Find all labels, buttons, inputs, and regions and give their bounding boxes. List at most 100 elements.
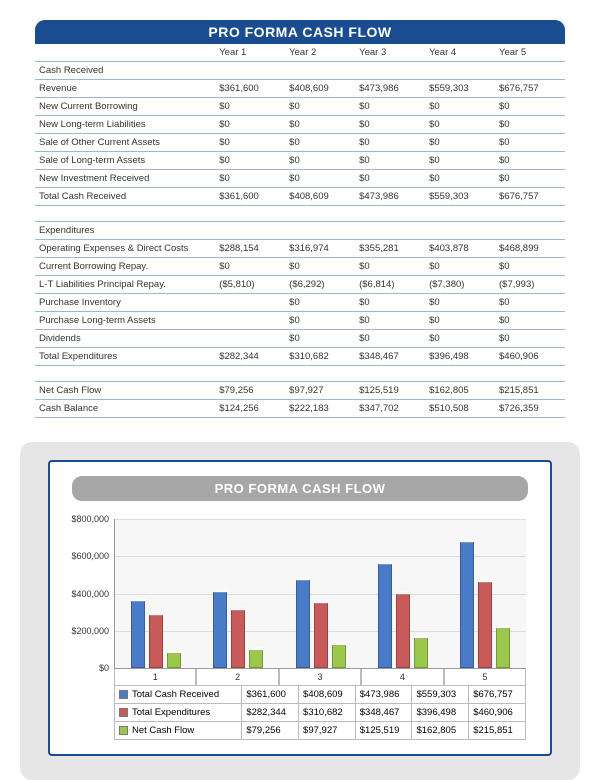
legend-value: $473,986 <box>355 686 412 704</box>
cell-value: ($7,993) <box>495 276 565 294</box>
x-tick-label: 2 <box>196 669 278 685</box>
cell-value: ($7,380) <box>425 276 495 294</box>
bar-group <box>205 519 279 668</box>
cashflow-table-container: PRO FORMA CASH FLOW Year 1 Year 2 Year 3… <box>35 20 565 418</box>
cell-value: $0 <box>495 170 565 188</box>
cell-value <box>215 294 285 312</box>
cell-value: $288,154 <box>215 240 285 258</box>
cell-value: $0 <box>285 170 355 188</box>
cell-value: $0 <box>215 116 285 134</box>
legend-series-name: Total Expenditures <box>115 704 242 722</box>
cell-value: $310,682 <box>285 348 355 366</box>
cell-value: $0 <box>285 152 355 170</box>
cell-value: $0 <box>495 152 565 170</box>
cell-value: $79,256 <box>215 382 285 400</box>
cell-value: $0 <box>285 294 355 312</box>
legend-row: Total Expenditures$282,344$310,682$348,4… <box>115 704 526 722</box>
cell-value: $0 <box>425 294 495 312</box>
x-tick-label: 1 <box>114 669 196 685</box>
legend-row: Total Cash Received$361,600$408,609$473,… <box>115 686 526 704</box>
legend-series-name: Total Cash Received <box>115 686 242 704</box>
table-row: Total Cash Received$361,600$408,609$473,… <box>35 188 565 206</box>
table-row: Total Expenditures$282,344$310,682$348,4… <box>35 348 565 366</box>
legend-swatch <box>119 726 128 735</box>
cell-value: $0 <box>355 170 425 188</box>
legend-series-name: Net Cash Flow <box>115 722 242 740</box>
table-row: New Long-term Liabilities$0$0$0$0$0 <box>35 116 565 134</box>
header-blank <box>35 44 215 62</box>
cell-value: ($5,810) <box>215 276 285 294</box>
cell-value: $0 <box>285 258 355 276</box>
bar-green <box>414 638 428 668</box>
row-label: Sale of Other Current Assets <box>35 134 215 152</box>
cell-value: $124,256 <box>215 400 285 418</box>
cell-value: $97,927 <box>285 382 355 400</box>
table-row: New Current Borrowing$0$0$0$0$0 <box>35 98 565 116</box>
cell-value: $348,467 <box>355 348 425 366</box>
row-label: Revenue <box>35 80 215 98</box>
cell-value: $0 <box>425 330 495 348</box>
cell-value: $125,519 <box>355 382 425 400</box>
cell-value: $0 <box>355 98 425 116</box>
bar-group <box>452 519 526 668</box>
chart-title: PRO FORMA CASH FLOW <box>72 476 528 501</box>
legend-value: $97,927 <box>299 722 356 740</box>
cell-value: $0 <box>495 116 565 134</box>
legend-value: $310,682 <box>299 704 356 722</box>
y-tick-label: $800,000 <box>71 514 109 524</box>
cell-value: $0 <box>425 134 495 152</box>
cell-value: $0 <box>495 330 565 348</box>
cell-value: $0 <box>495 312 565 330</box>
cell-value: $0 <box>425 170 495 188</box>
y-axis-labels: $0$200,000$400,000$600,000$800,000 <box>65 519 111 668</box>
cell-value: $468,899 <box>495 240 565 258</box>
cell-value: $0 <box>425 152 495 170</box>
cell-value: $0 <box>285 116 355 134</box>
bar-blue <box>460 542 474 668</box>
bar-green <box>249 650 263 668</box>
bar-green <box>496 628 510 668</box>
legend-value: $162,805 <box>412 722 469 740</box>
cell-value: $0 <box>425 98 495 116</box>
table-title: PRO FORMA CASH FLOW <box>35 20 565 44</box>
table-row: Revenue$361,600$408,609$473,986$559,303$… <box>35 80 565 98</box>
cell-value: $0 <box>355 134 425 152</box>
cell-value: $0 <box>285 312 355 330</box>
bar-group <box>123 519 197 668</box>
bar-group <box>288 519 362 668</box>
cell-value: $460,906 <box>495 348 565 366</box>
cell-value <box>215 312 285 330</box>
cell-value: $473,986 <box>355 188 425 206</box>
bar-group <box>370 519 444 668</box>
legend-value: $361,600 <box>242 686 299 704</box>
cell-value: $408,609 <box>285 80 355 98</box>
cell-value: $726,359 <box>495 400 565 418</box>
legend-table: Total Cash Received$361,600$408,609$473,… <box>114 685 526 740</box>
spacer-row <box>35 206 565 222</box>
section-header-row: Expenditures <box>35 222 565 240</box>
cell-value: $222,183 <box>285 400 355 418</box>
row-label: Cash Balance <box>35 400 215 418</box>
cell-value: $316,974 <box>285 240 355 258</box>
cell-value: $0 <box>285 98 355 116</box>
row-label: Total Cash Received <box>35 188 215 206</box>
row-label: L-T Liabilities Principal Repay. <box>35 276 215 294</box>
cell-value: $0 <box>355 312 425 330</box>
cell-value: $559,303 <box>425 188 495 206</box>
cell-value: $676,757 <box>495 188 565 206</box>
cell-value: $510,508 <box>425 400 495 418</box>
table-row: Dividends$0$0$0$0 <box>35 330 565 348</box>
bar-blue <box>296 580 310 668</box>
cell-value: $0 <box>495 134 565 152</box>
cell-value: $0 <box>425 258 495 276</box>
cell-value: $215,851 <box>495 382 565 400</box>
cell-value: $0 <box>355 258 425 276</box>
cell-value: $0 <box>495 98 565 116</box>
table-head: Year 1 Year 2 Year 3 Year 4 Year 5 <box>35 44 565 62</box>
legend-value: $396,498 <box>412 704 469 722</box>
header-year: Year 2 <box>285 44 355 62</box>
y-tick-label: $200,000 <box>71 626 109 636</box>
cell-value: $403,878 <box>425 240 495 258</box>
bar-green <box>167 653 181 668</box>
legend-value: $215,851 <box>469 722 526 740</box>
